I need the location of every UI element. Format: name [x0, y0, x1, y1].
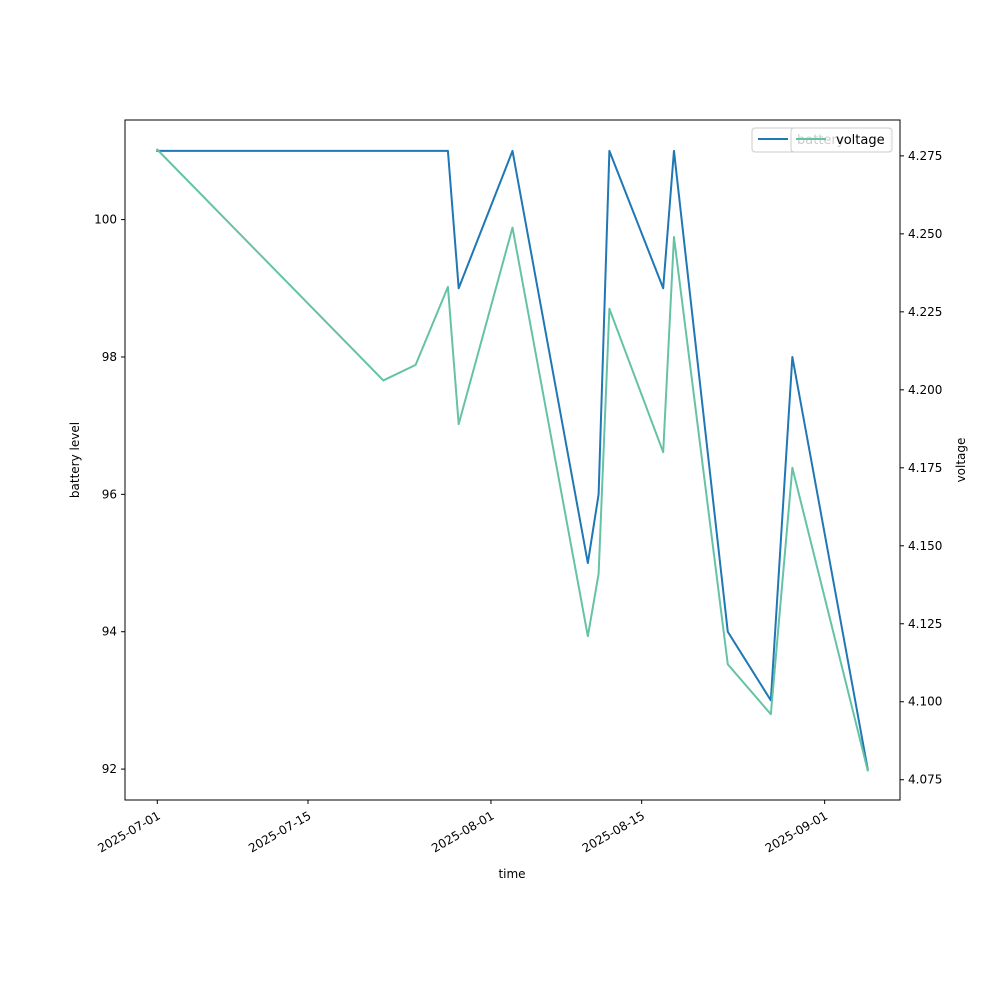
x-axis-label: time [498, 867, 525, 881]
y-left-tick-label: 96 [102, 487, 117, 501]
y-axis-label-left: battery level [68, 422, 82, 498]
legend-voltage-box [790, 127, 893, 153]
series-line-battery [156, 149, 869, 771]
y-right-tick-label: 4.200 [908, 383, 942, 397]
y-right-tick-label: 4.125 [908, 617, 942, 631]
plot-area [155, 148, 869, 772]
y-right-tick-label: 4.250 [908, 227, 942, 241]
y-left-tick-label: 92 [102, 762, 117, 776]
y-left-tick-label: 94 [102, 625, 117, 639]
y-left-tick-label: 98 [102, 350, 117, 364]
y-axis-label-right: voltage [954, 438, 968, 483]
y-right-tick-label: 4.075 [908, 773, 942, 787]
legend-voltage: voltage [790, 127, 893, 153]
y-right-tick-label: 4.225 [908, 305, 942, 319]
y-right-tick-label: 4.150 [908, 539, 942, 553]
y-left-tick-label: 100 [94, 213, 117, 227]
y-right-tick-label: 4.275 [908, 149, 942, 163]
series-line-voltage [155, 148, 869, 772]
y-right-tick-label: 4.100 [908, 695, 942, 709]
legend-voltage-label: voltage [836, 133, 885, 148]
y-right-tick-label: 4.175 [908, 461, 942, 475]
axes-frame [124, 119, 901, 801]
